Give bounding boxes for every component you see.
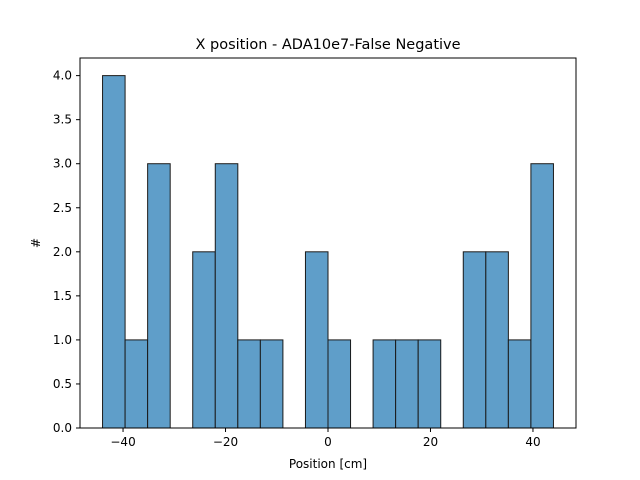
y-tick-label: 1.0: [53, 333, 72, 347]
histogram-bar: [417, 339, 442, 429]
y-tick-label: 2.5: [53, 201, 72, 215]
histogram-bar: [485, 251, 509, 429]
y-tick-label: 3.5: [53, 113, 72, 127]
histogram-bar: [395, 339, 419, 429]
x-tick-label: −20: [213, 435, 238, 449]
y-tick-label: 1.5: [53, 289, 72, 303]
y-axis-label: #: [29, 238, 43, 248]
x-axis-ticks: −40 −20 0 20 40: [110, 428, 541, 449]
x-tick-label: 0: [324, 435, 332, 449]
y-tick-label: 3.0: [53, 157, 72, 171]
histogram-bar: [214, 163, 239, 429]
y-axis-ticks: 0.0 0.5 1.0 1.5 2.0 2.5 3.0 3.5 4.0: [53, 69, 80, 435]
x-axis-label: Position [cm]: [289, 457, 367, 471]
histogram-bar: [237, 339, 261, 429]
x-tick-label: 20: [423, 435, 438, 449]
x-tick-label: −40: [110, 435, 135, 449]
x-tick-label: 40: [525, 435, 540, 449]
y-tick-label: 0.5: [53, 377, 72, 391]
histogram-bar: [124, 339, 149, 429]
histogram-bar: [147, 163, 171, 429]
histogram-bar: [192, 251, 216, 429]
chart-title: X position - ADA10e7-False Negative: [195, 37, 460, 53]
histogram-bars: [102, 75, 554, 429]
y-tick-label: 4.0: [53, 69, 72, 83]
histogram-bar: [462, 251, 487, 429]
y-tick-label: 2.0: [53, 245, 72, 259]
histogram-bar: [304, 251, 329, 429]
histogram-bar: [327, 339, 352, 429]
histogram-bar: [259, 339, 284, 429]
histogram-bar: [102, 75, 126, 429]
histogram-bar: [530, 163, 554, 429]
histogram-bar: [372, 339, 397, 429]
histogram-bar: [507, 339, 532, 429]
y-tick-label: 0.0: [53, 421, 72, 435]
